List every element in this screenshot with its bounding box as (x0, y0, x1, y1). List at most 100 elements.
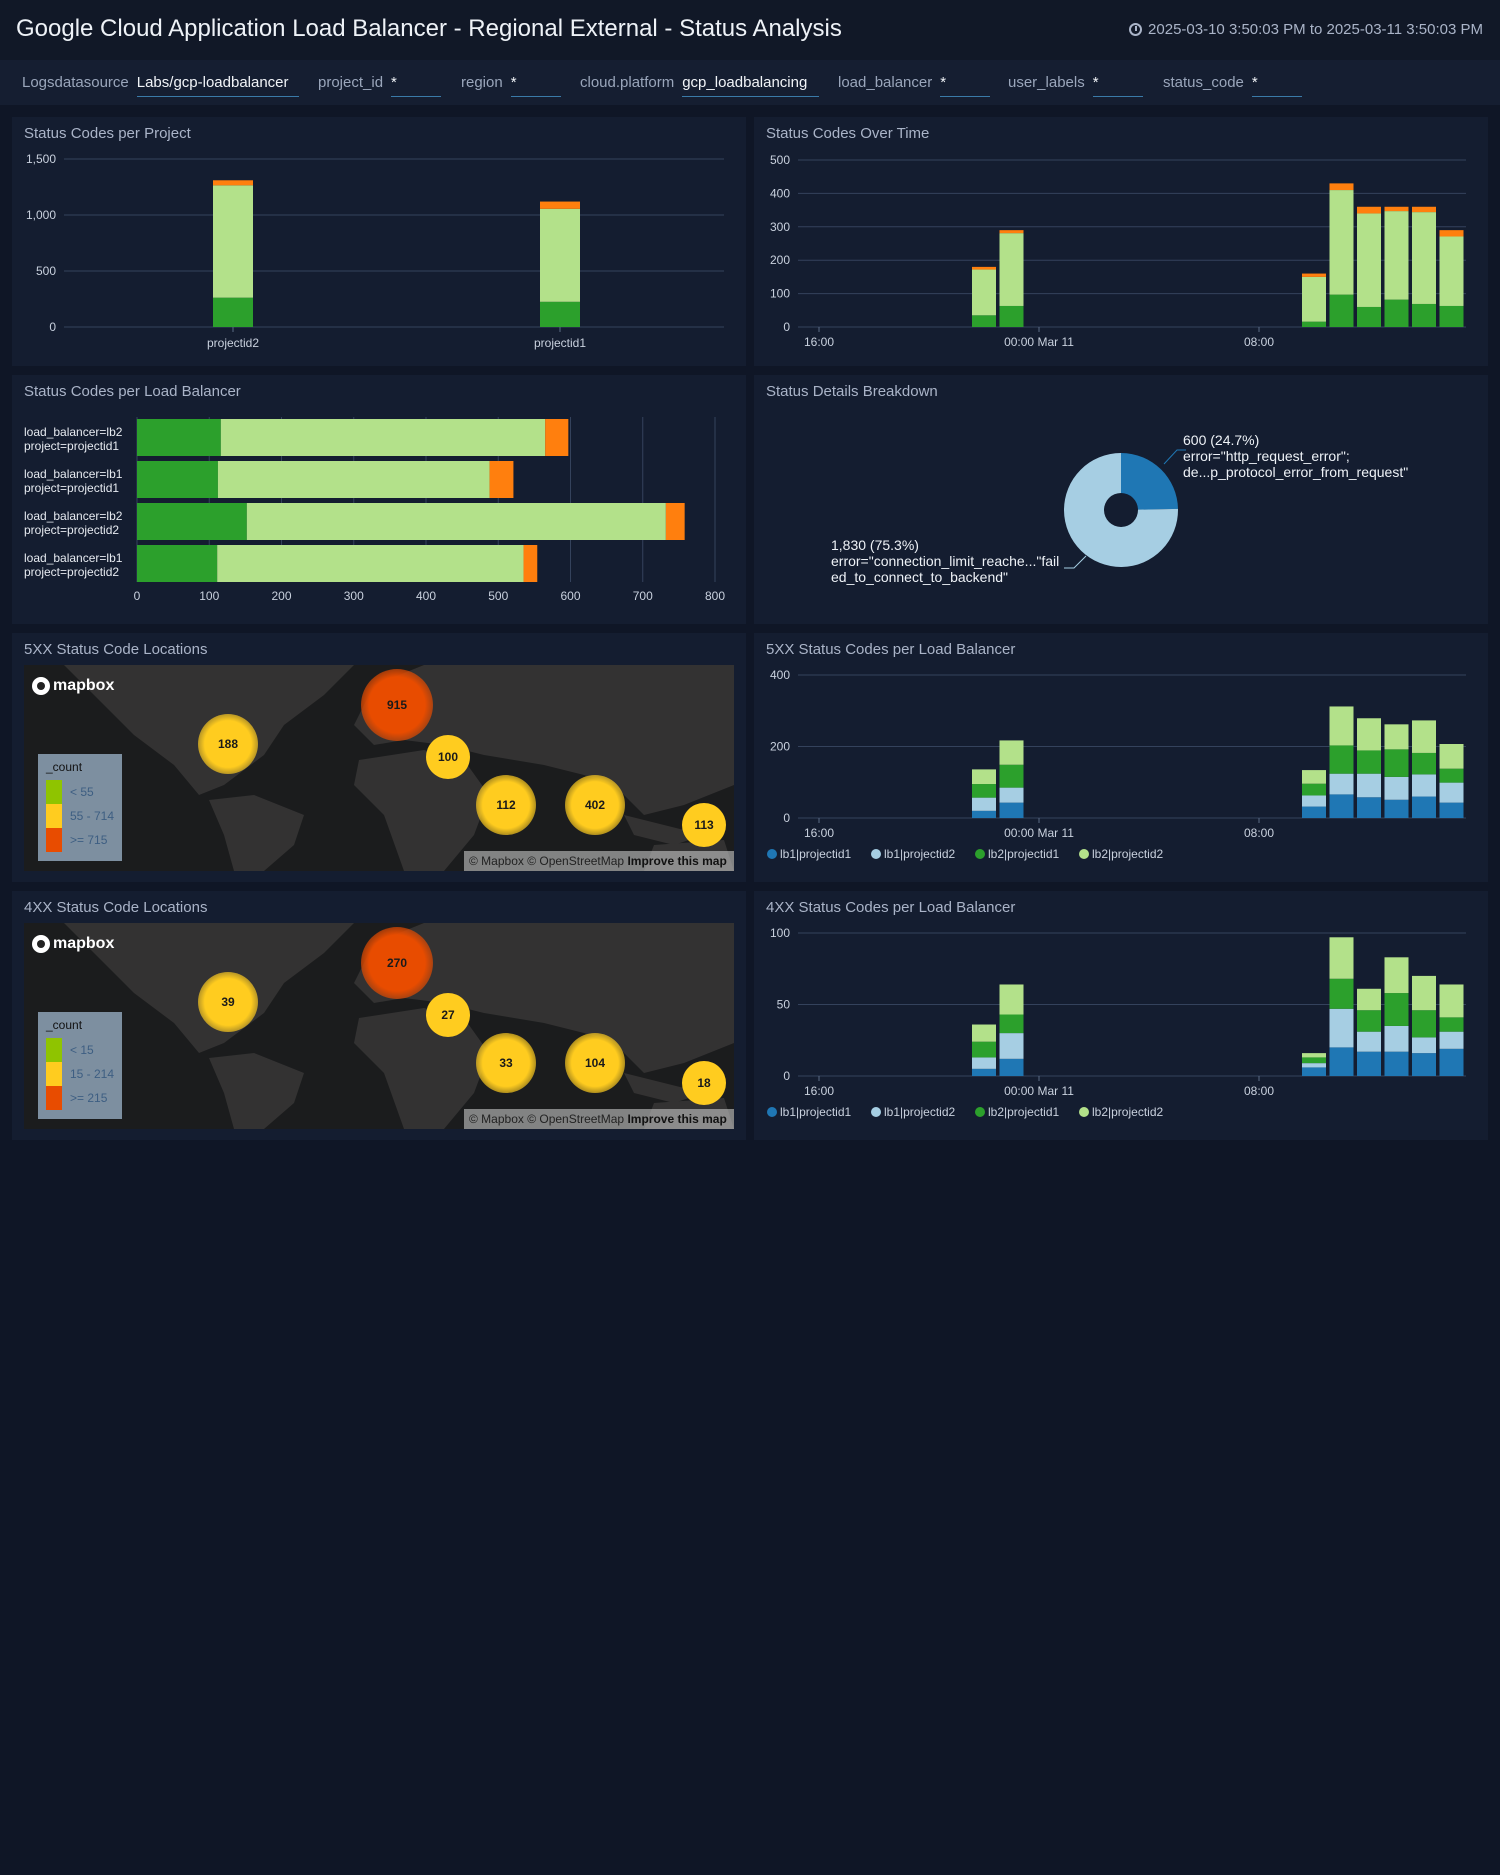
map-cluster-marker[interactable]: 188 (198, 714, 258, 774)
bar-segment (213, 185, 253, 298)
bar-segment (1357, 306, 1381, 327)
legend-item: lb2|projectid1 (988, 847, 1059, 861)
bar-segment (1302, 1063, 1326, 1068)
x-tick-label: 200 (271, 589, 291, 603)
y-tick-label: 0 (783, 811, 790, 825)
map-cluster-marker[interactable]: 915 (361, 669, 433, 741)
y-tick-label: 500 (36, 264, 56, 278)
map-4xx[interactable]: mapbox 270 39 27 33 104 18 _count < 15 15 - 214 >=… (24, 923, 734, 1129)
map-5xx[interactable]: mapbox 915 188 100 112 402 113 _count < 55 55 - 7… (24, 665, 734, 871)
bar-segment (1439, 305, 1464, 327)
map-cluster-marker[interactable]: 104 (565, 1033, 625, 1093)
map-cluster-marker[interactable]: 39 (198, 972, 258, 1032)
y-tick-label: 100 (770, 926, 790, 940)
filter-label-project-id: project_id (318, 74, 384, 91)
bar-segment (1302, 1067, 1326, 1076)
map-cluster-marker[interactable]: 270 (361, 927, 433, 999)
bar-segment (1302, 795, 1326, 807)
map-cluster-marker[interactable]: 402 (565, 775, 625, 835)
bar-segment (1302, 1053, 1326, 1058)
filter-project-id-group: project_id * (318, 74, 442, 97)
panel-5xx-per-lb: 5XX Status Codes per Load Balancer 0 200 4… (754, 633, 1488, 882)
bar-segment (1412, 796, 1436, 818)
leader-line (1064, 555, 1087, 569)
x-tick-label: 08:00 (1244, 826, 1274, 840)
x-tick-label: projectid2 (207, 336, 259, 350)
bar-segment (972, 784, 996, 798)
filter-load-balancer[interactable]: * (940, 74, 991, 97)
panel-4xx-locations: 4XX Status Code Locations mapbox 270 39 27 3… (12, 891, 746, 1140)
bar-segment (545, 419, 569, 456)
map-cluster-marker[interactable]: 100 (426, 735, 470, 779)
bar-segment (1357, 797, 1381, 818)
x-tick-label: 00:00 Mar 11 (1004, 1084, 1074, 1098)
mapbox-wordmark: mapbox (53, 677, 115, 694)
bar-segment (1384, 1025, 1409, 1052)
map-cluster-marker[interactable]: 33 (476, 1033, 536, 1093)
land-mass (354, 923, 734, 1073)
x-tick-label: 00:00 Mar 11 (1004, 335, 1074, 349)
x-tick-label: 16:00 (804, 335, 834, 349)
clock-icon (1129, 23, 1143, 36)
bar-segment (999, 740, 1024, 765)
legend-swatch (767, 1107, 777, 1117)
legend-item: lb1|projectid1 (780, 1105, 851, 1119)
mapbox-logo: mapbox (32, 935, 114, 953)
bar-segment (1329, 978, 1354, 1009)
filter-cloud-platform[interactable]: gcp_loadbalancing (682, 74, 820, 97)
map-cluster-marker[interactable]: 18 (682, 1061, 726, 1105)
x-tick-label: 16:00 (804, 826, 834, 840)
land-mass (209, 795, 304, 871)
x-tick-label: 100 (199, 589, 219, 603)
y-category-label: project=projectid2 (24, 523, 119, 537)
bar-segment (1412, 1037, 1436, 1054)
bar-segment (999, 984, 1024, 1015)
bar-segment (217, 461, 490, 498)
chart-status-codes-per-project: 0 500 1,000 1,500 projectid2 projectid1 (26, 152, 724, 350)
bar-segment (972, 1024, 996, 1042)
x-tick-label: 0 (134, 589, 141, 603)
filter-region[interactable]: * (510, 74, 561, 97)
map-tiles (64, 923, 734, 1129)
bar-segment (540, 201, 580, 209)
filter-logsdatasource[interactable]: Labs/gcp-loadbalancer (136, 74, 299, 97)
improve-map-link[interactable]: Improve this map (627, 1112, 727, 1126)
y-tick-label: 0 (49, 320, 56, 334)
legend-label: >= 715 (70, 833, 108, 847)
chart-status-details-breakdown: 600 (24.7%)error="http_request_error";de… (831, 432, 1408, 585)
time-range-picker[interactable]: 2025-03-10 3:50:03 PM to 2025-03-11 3:50… (1129, 21, 1483, 38)
map-cluster-marker[interactable]: 27 (426, 993, 470, 1037)
legend-swatch (46, 804, 62, 828)
bar-segment (1439, 743, 1464, 769)
legend-label: 15 - 214 (70, 1067, 115, 1081)
bar-segment (972, 269, 996, 316)
map-cluster-marker[interactable]: 112 (476, 775, 536, 835)
improve-map-link[interactable]: Improve this map (627, 854, 727, 868)
bar-segment (972, 797, 996, 811)
attribution-text[interactable]: © Mapbox © OpenStreetMap (469, 1112, 628, 1126)
legend-item: lb2|projectid2 (1092, 1105, 1163, 1119)
bar-segment (1329, 183, 1354, 191)
filter-project-id[interactable]: * (391, 74, 442, 97)
filter-status-code[interactable]: * (1251, 74, 1302, 97)
bar-segment (1384, 1051, 1409, 1076)
map-cluster-marker[interactable]: 113 (682, 803, 726, 847)
panel-5xx-locations: 5XX Status Code Locations mapbox 915 188 10… (12, 633, 746, 882)
y-category-label: load_balancer=lb1 (24, 467, 123, 481)
y-tick-label: 400 (770, 668, 790, 682)
bar-segment (213, 180, 253, 186)
bar-segment (972, 810, 996, 818)
legend-swatch (46, 1038, 62, 1062)
filter-user-labels[interactable]: * (1092, 74, 1143, 97)
chart-status-codes-per-lb: 0 100 200 300 400 500 600 700 800 load_balancer=l… (24, 417, 725, 603)
bar-segment (213, 297, 253, 327)
attribution-text[interactable]: © Mapbox © OpenStreetMap (469, 854, 628, 868)
bar-segment (1384, 993, 1409, 1026)
chart-5xx-per-lb: 0 200 400 16:00 00:00 Mar 11 08:00 lb1|project… (767, 668, 1466, 861)
bar-segment (972, 1068, 996, 1076)
bar-segment (1329, 794, 1354, 818)
legend-label: 55 - 714 (70, 809, 115, 823)
map-attribution: © Mapbox © OpenStreetMap Improve this ma… (464, 1109, 734, 1129)
filter-logsdatasource-group: Logsdatasource Labs/gcp-loadbalancer (22, 74, 299, 97)
legend-item: lb1|projectid1 (780, 847, 851, 861)
